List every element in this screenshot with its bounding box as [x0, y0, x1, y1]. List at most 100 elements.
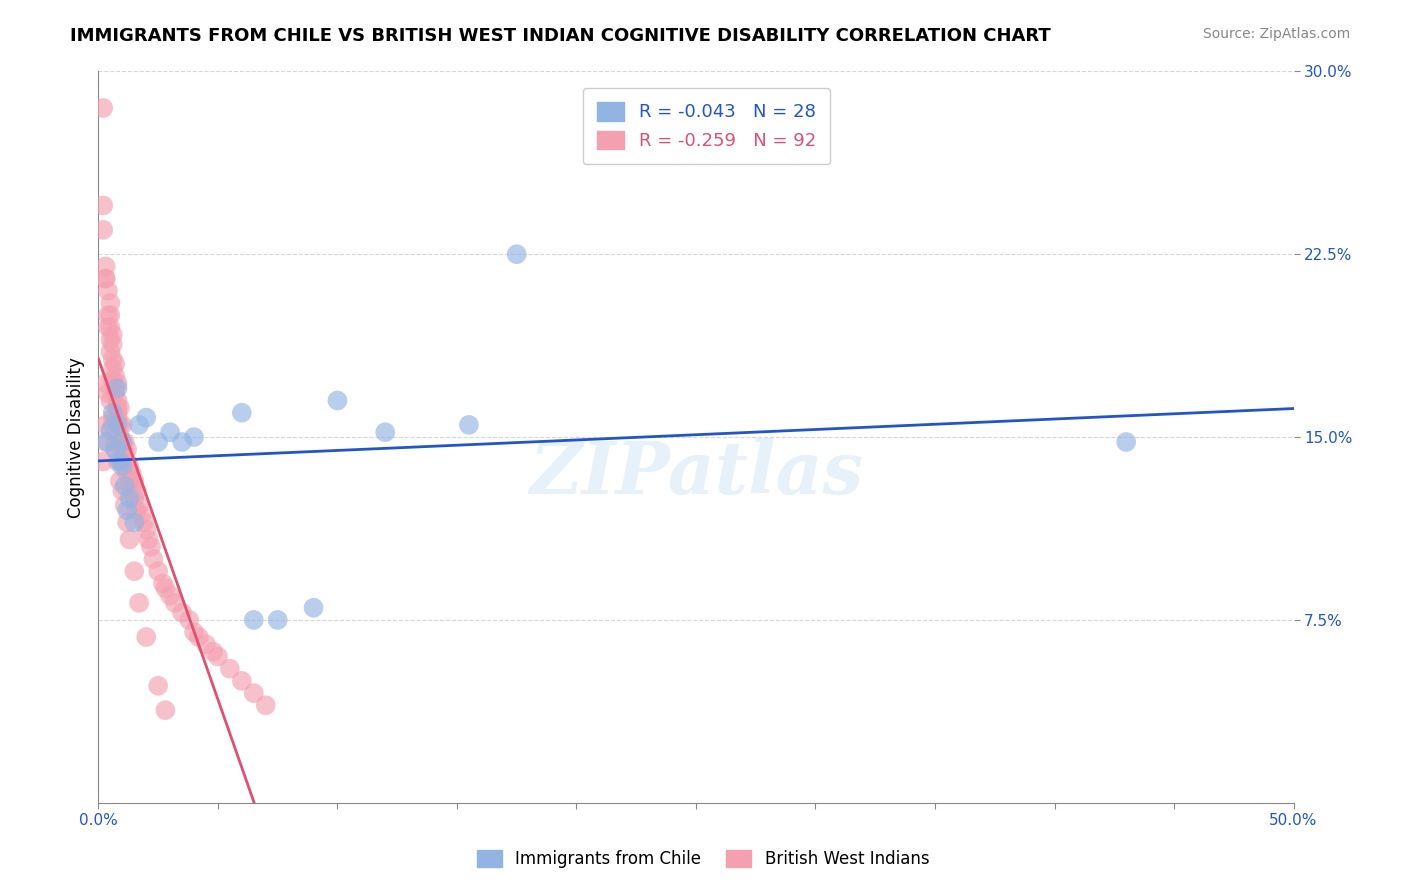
Point — [128, 596, 150, 610]
Point — [108, 401, 131, 415]
Point — [104, 386, 127, 401]
Point — [101, 337, 124, 351]
Point — [187, 630, 209, 644]
Point — [124, 474, 146, 488]
Legend: Immigrants from Chile, British West Indians: Immigrants from Chile, British West Indi… — [470, 843, 936, 875]
Point — [94, 260, 117, 274]
Point — [107, 410, 129, 425]
Point — [98, 296, 122, 310]
Point — [114, 479, 136, 493]
Point — [104, 442, 127, 457]
Point — [148, 564, 170, 578]
Point — [101, 417, 124, 432]
Point — [104, 442, 127, 457]
Point — [124, 564, 146, 578]
Point — [135, 523, 157, 537]
Point — [231, 673, 253, 688]
Text: ZIPatlas: ZIPatlas — [529, 438, 863, 509]
Point — [219, 662, 242, 676]
Point — [163, 596, 186, 610]
Point — [104, 434, 127, 449]
Point — [125, 503, 148, 517]
Point — [155, 703, 177, 717]
Point — [107, 417, 129, 432]
Point — [115, 454, 138, 468]
Point — [111, 483, 134, 498]
Point — [104, 381, 127, 395]
Point — [107, 401, 129, 415]
Point — [101, 327, 124, 342]
Point — [148, 679, 170, 693]
Y-axis label: Cognitive Disability: Cognitive Disability — [66, 357, 84, 517]
Point — [139, 540, 162, 554]
Point — [172, 606, 194, 620]
Point — [101, 410, 124, 425]
Point — [94, 376, 117, 391]
Point — [115, 467, 138, 481]
Legend: R = -0.043   N = 28, R = -0.259   N = 92: R = -0.043 N = 28, R = -0.259 N = 92 — [582, 87, 831, 164]
Point — [128, 417, 150, 432]
Point — [121, 483, 143, 498]
Point — [254, 698, 277, 713]
Point — [97, 386, 120, 401]
Point — [98, 344, 122, 359]
Point — [111, 459, 134, 474]
Point — [195, 637, 218, 651]
Point — [111, 442, 134, 457]
Point — [124, 516, 146, 530]
Point — [111, 434, 134, 449]
Point — [107, 376, 129, 391]
Point — [118, 533, 141, 547]
Point — [91, 454, 114, 468]
Point — [135, 410, 157, 425]
Point — [118, 491, 141, 505]
Point — [101, 374, 124, 388]
Point — [121, 467, 143, 481]
Point — [155, 581, 177, 595]
Point — [326, 393, 349, 408]
Point — [118, 459, 141, 474]
Text: IMMIGRANTS FROM CHILE VS BRITISH WEST INDIAN COGNITIVE DISABILITY CORRELATION CH: IMMIGRANTS FROM CHILE VS BRITISH WEST IN… — [70, 27, 1052, 45]
Point — [138, 533, 160, 547]
Point — [104, 357, 127, 371]
Point — [97, 308, 120, 322]
Point — [114, 499, 136, 513]
Point — [108, 417, 131, 432]
Text: Source: ZipAtlas.com: Source: ZipAtlas.com — [1202, 27, 1350, 41]
Point — [111, 417, 134, 432]
Point — [302, 600, 325, 615]
Point — [107, 454, 129, 468]
Point — [111, 454, 134, 468]
Point — [108, 474, 131, 488]
Point — [148, 434, 170, 449]
Point — [159, 589, 181, 603]
Point — [131, 508, 153, 522]
Point — [98, 393, 122, 408]
Point — [374, 425, 396, 440]
Point — [202, 645, 225, 659]
Point — [243, 613, 266, 627]
Point — [94, 271, 117, 285]
Point — [107, 406, 129, 420]
Point — [101, 361, 124, 376]
Point — [97, 320, 120, 334]
Point — [125, 483, 148, 498]
Point — [132, 516, 155, 530]
Point — [111, 434, 134, 449]
Point — [142, 552, 165, 566]
Point — [179, 613, 201, 627]
Point — [267, 613, 290, 627]
Point — [98, 333, 122, 347]
Point — [97, 284, 120, 298]
Point — [152, 576, 174, 591]
Point — [231, 406, 253, 420]
Point — [159, 425, 181, 440]
Point — [94, 417, 117, 432]
Point — [1115, 434, 1137, 449]
Point — [207, 649, 229, 664]
Point — [107, 381, 129, 395]
Point — [115, 503, 138, 517]
Point — [97, 434, 120, 449]
Point — [506, 247, 529, 261]
Point — [98, 423, 122, 437]
